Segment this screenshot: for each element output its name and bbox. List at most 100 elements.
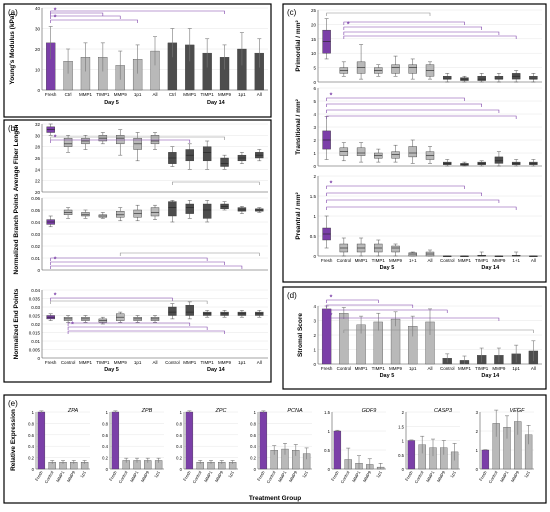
y-tick-label: 1 [313,151,316,156]
x-tick-label: Control [43,470,54,484]
x-tick-label: 1p1 [79,469,87,478]
significance-bracket [50,265,243,269]
y-tick-label: 0 [313,362,316,367]
box [408,146,417,158]
chart-e-CASP3: 0 0.5 1 1.5 2 Fresh Control MMP1 MMP9 1p1 CASP3 [398,408,460,484]
x-tick-label: Control [117,470,128,484]
bar [37,411,46,470]
y-tick-label: 0.5 [324,448,330,453]
x-tick-label: 1p1 [301,469,309,478]
box [202,146,212,162]
significance-bracket [50,12,104,16]
bar [407,440,416,470]
y-tick-label: 28 [35,145,41,150]
y-tick-label: 0.5 [398,453,404,458]
panel-frame [3,3,272,118]
y-tick-label: 0 [37,88,40,93]
y-tick-label: 1 [32,410,35,415]
x-tick-label: MMP9 [436,469,447,483]
x-tick-label: Fresh [182,469,192,481]
box [408,252,417,257]
x-tick-label: Fresh [34,469,44,481]
y-tick-label: 0 [37,356,40,361]
y-tick-label: 0.2 [250,456,256,461]
y-tick-label: 0.4 [176,444,182,449]
y-tick-label: 0 [32,467,35,472]
y-tick-label: 1.5 [398,424,404,429]
x-tick-label: MMP1 [425,469,436,483]
x-tick-label: Control [413,470,424,484]
y-tick-label: 0 [180,467,183,472]
x-tick-label: 1+1 [512,258,520,263]
y-tick-label: 25 [311,8,317,13]
panel-label: (c) [287,8,297,17]
y-axis-label: Stromal Score [297,313,304,357]
bar [339,313,349,365]
x-tick-label: Control [337,366,352,371]
x-tick-label: TIMP1 [96,360,110,365]
box [356,147,366,156]
y-axis-label: Primordial / mm² [295,20,302,72]
x-tick-label: Fresh [256,469,266,481]
x-tick-label: All [152,360,157,365]
y-tick-label: 0.4 [28,444,34,449]
y-tick-label: 3 [313,319,316,324]
x-tick-label: MMP9 [362,469,373,483]
y-tick-label: 0.2 [28,456,34,461]
y-tick-label: 0.03 [31,232,40,237]
y-tick-label: 0.005 [29,348,41,353]
x-tick-label: Control [337,258,352,263]
y-tick-label: 0.01 [31,256,40,261]
y-tick-label: 1 [106,410,109,415]
x-tick-label: Fresh [321,366,333,371]
y-tick-label: 4 [313,304,316,309]
group-label-day5: Day 5 [380,373,395,379]
box [460,163,469,166]
x-tick-label: MMP1 [183,92,196,97]
y-tick-label: 0 [402,467,405,472]
box [391,151,400,159]
y-tick-label: 15 [311,37,317,42]
gene-title: PCNA [287,408,303,414]
significance-star: * [330,295,333,302]
x-axis-label: Treatment Group [249,495,301,502]
chart-e-GDF9: 0 0.5 1 1.5 Fresh Control MMP1 MMP9 1p1 GDF9 [324,408,386,484]
significance-star: * [261,413,264,420]
panel-label: (a) [8,8,18,17]
y-tick-label: 2 [313,138,316,143]
y-axis-label: Normalized End Points [13,288,20,359]
x-tick-label: TIMP1 [201,360,215,365]
group-label-day14: Day 14 [207,100,226,106]
significance-bracket [326,97,465,101]
y-axis-label: Transitional / mm² [295,98,302,154]
x-tick-label: MMP1 [499,469,510,483]
panel-frame [282,3,547,283]
chart-e-ZPB: 0 0.2 0.4 0.6 0.8 1 Fresh Control MMP1 MMP9 1p1 ZPB… [102,408,164,484]
chart-c1: 0 5 10 15 20 25 Primordial / mm² * [295,8,542,85]
y-tick-label: 32 [35,122,41,127]
chart-e-ZPA: 0 0.2 0.4 0.6 0.8 1 Fresh Control MMP1 MMP9 1p1 ZPA… [28,408,90,484]
x-tick-label: Ctrl [65,92,72,97]
y-tick-label: 1 [180,410,183,415]
y-tick-label: 1.5 [324,410,330,415]
x-tick-label: TIMP1 [372,366,386,371]
x-tick-label: MMP1 [277,469,288,483]
x-tick-label: 1p1 [227,469,235,478]
x-tick-label: MMP9 [218,360,231,365]
gene-title: ZPC [215,408,227,414]
y-tick-label: 2 [476,429,479,434]
group-label-day5: Day 5 [104,367,119,373]
y-tick-label: 20 [35,190,41,195]
significance-bracket [326,206,517,210]
y-tick-label: 0.2 [176,456,182,461]
significance-bracket [343,329,534,333]
x-tick-label: MMP9 [510,469,521,483]
panel-label: (d) [287,291,297,300]
x-tick-label: MMP1 [458,366,471,371]
significance-bracket [343,21,465,25]
significance-bracket [326,317,500,321]
x-tick-label: 1p1 [153,469,161,478]
box [63,137,73,147]
